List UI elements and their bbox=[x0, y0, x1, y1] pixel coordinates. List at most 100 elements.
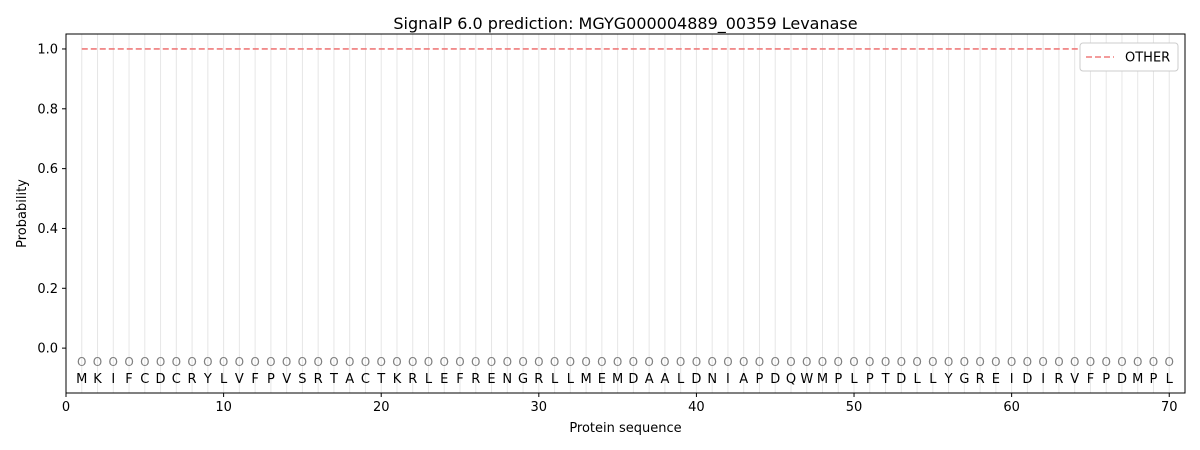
residue-label-17: T bbox=[329, 372, 338, 387]
state-label-53: O bbox=[897, 355, 906, 369]
residue-label-9: Y bbox=[203, 372, 212, 387]
state-label-21: O bbox=[392, 355, 401, 369]
state-label-11: O bbox=[235, 355, 244, 369]
state-label-34: O bbox=[597, 355, 606, 369]
residue-label-45: D bbox=[770, 372, 780, 387]
state-label-29: O bbox=[518, 355, 527, 369]
residue-label-21: K bbox=[393, 372, 402, 387]
state-label-49: O bbox=[834, 355, 843, 369]
residue-label-36: D bbox=[628, 372, 638, 387]
state-label-68: O bbox=[1133, 355, 1142, 369]
residue-label-28: N bbox=[502, 372, 512, 387]
residue-label-38: A bbox=[660, 372, 669, 387]
state-label-40: O bbox=[692, 355, 701, 369]
state-label-58: O bbox=[975, 355, 984, 369]
state-label-24: O bbox=[440, 355, 449, 369]
residue-label-3: I bbox=[111, 372, 115, 387]
residue-label-43: A bbox=[739, 372, 748, 387]
x-tick-label-60: 60 bbox=[1003, 400, 1020, 415]
y-tick-label-2: 0.4 bbox=[37, 222, 58, 237]
state-label-27: O bbox=[487, 355, 496, 369]
state-label-8: O bbox=[187, 355, 196, 369]
residue-label-24: E bbox=[440, 372, 448, 387]
residue-label-20: T bbox=[376, 372, 385, 387]
state-label-57: O bbox=[960, 355, 969, 369]
residue-label-15: S bbox=[298, 372, 306, 387]
residue-label-1: M bbox=[76, 372, 87, 387]
legend: OTHER bbox=[1079, 42, 1179, 72]
state-label-12: O bbox=[250, 355, 259, 369]
residue-marks: OMOKOIOFOCODOCOROYOLOVOFOPOVOSOROTOAOCOT… bbox=[76, 355, 1174, 387]
state-label-60: O bbox=[1007, 355, 1016, 369]
state-label-44: O bbox=[755, 355, 764, 369]
residue-label-18: A bbox=[345, 372, 354, 387]
residue-label-68: M bbox=[1132, 372, 1143, 387]
state-label-64: O bbox=[1070, 355, 1079, 369]
state-label-50: O bbox=[849, 355, 858, 369]
residue-label-40: D bbox=[691, 372, 701, 387]
residue-label-12: F bbox=[251, 372, 258, 387]
residue-label-62: I bbox=[1041, 372, 1045, 387]
residue-label-57: G bbox=[959, 372, 969, 387]
state-label-14: O bbox=[282, 355, 291, 369]
x-tick-label-10: 10 bbox=[215, 400, 232, 415]
residue-label-69: P bbox=[1150, 372, 1158, 387]
y-axis-label: Probability bbox=[15, 179, 30, 248]
state-label-41: O bbox=[707, 355, 716, 369]
state-label-45: O bbox=[770, 355, 779, 369]
residue-label-54: L bbox=[913, 372, 921, 387]
residue-label-53: D bbox=[896, 372, 906, 387]
state-label-69: O bbox=[1149, 355, 1158, 369]
state-label-70: O bbox=[1165, 355, 1174, 369]
state-label-6: O bbox=[156, 355, 165, 369]
x-tick-label-40: 40 bbox=[688, 400, 705, 415]
x-tick-label-30: 30 bbox=[531, 400, 548, 415]
residue-label-66: P bbox=[1102, 372, 1110, 387]
state-label-22: O bbox=[408, 355, 417, 369]
x-tick-label-50: 50 bbox=[846, 400, 863, 415]
state-label-2: O bbox=[93, 355, 102, 369]
state-label-46: O bbox=[786, 355, 795, 369]
residue-label-42: I bbox=[726, 372, 730, 387]
state-label-20: O bbox=[376, 355, 385, 369]
residue-label-59: E bbox=[992, 372, 1000, 387]
residue-label-6: D bbox=[156, 372, 166, 387]
residue-label-49: P bbox=[834, 372, 842, 387]
residue-label-63: R bbox=[1054, 372, 1063, 387]
state-label-39: O bbox=[676, 355, 685, 369]
residue-label-29: G bbox=[518, 372, 528, 387]
state-label-35: O bbox=[613, 355, 622, 369]
residue-label-55: L bbox=[929, 372, 937, 387]
plot-frame bbox=[65, 33, 1186, 394]
state-label-65: O bbox=[1086, 355, 1095, 369]
state-label-38: O bbox=[660, 355, 669, 369]
state-label-15: O bbox=[298, 355, 307, 369]
residue-label-25: F bbox=[456, 372, 463, 387]
x-tick-label-70: 70 bbox=[1161, 400, 1178, 415]
x-tick-label-20: 20 bbox=[373, 400, 390, 415]
state-label-61: O bbox=[1023, 355, 1032, 369]
residue-label-44: P bbox=[756, 372, 764, 387]
state-label-10: O bbox=[219, 355, 228, 369]
state-label-51: O bbox=[865, 355, 874, 369]
state-label-56: O bbox=[944, 355, 953, 369]
residue-label-19: C bbox=[361, 372, 370, 387]
residue-label-60: I bbox=[1010, 372, 1014, 387]
residue-label-30: R bbox=[534, 372, 543, 387]
residue-label-61: D bbox=[1022, 372, 1032, 387]
state-label-16: O bbox=[313, 355, 322, 369]
state-label-42: O bbox=[723, 355, 732, 369]
state-label-66: O bbox=[1101, 355, 1110, 369]
residue-label-70: L bbox=[1166, 372, 1174, 387]
state-label-55: O bbox=[928, 355, 937, 369]
residue-label-33: M bbox=[580, 372, 591, 387]
y-tick-label-4: 0.8 bbox=[37, 102, 58, 117]
residue-label-47: W bbox=[800, 372, 813, 387]
x-tick-label-0: 0 bbox=[62, 400, 70, 415]
residue-label-58: R bbox=[976, 372, 985, 387]
legend-box bbox=[1079, 42, 1179, 72]
residue-label-50: L bbox=[850, 372, 858, 387]
state-label-26: O bbox=[471, 355, 480, 369]
legend-label-other: OTHER bbox=[1125, 51, 1170, 66]
